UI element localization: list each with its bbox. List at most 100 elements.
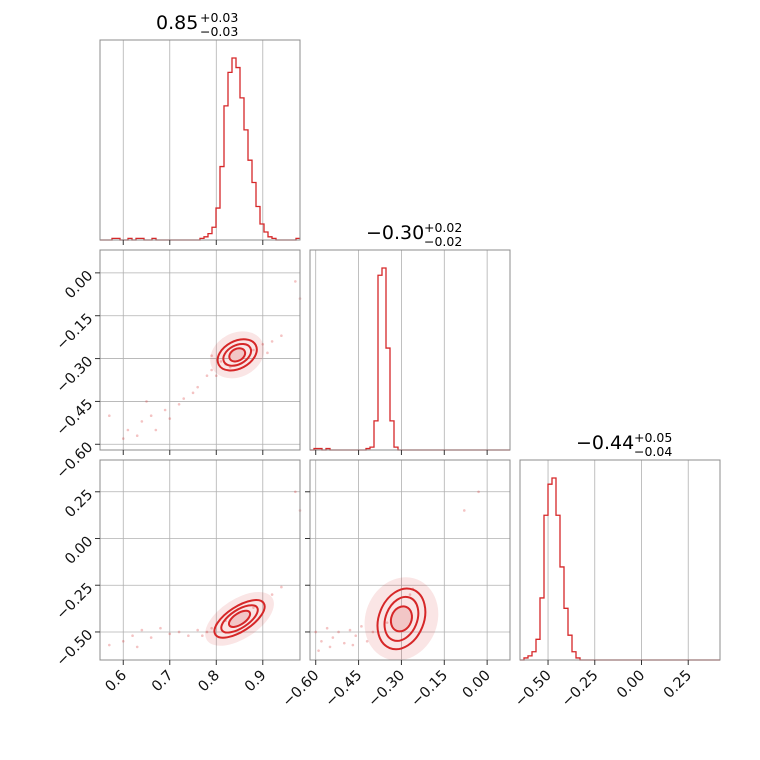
scatter-point-2-19 xyxy=(351,643,355,647)
scatter-point-2-7 xyxy=(354,634,358,638)
contour-2-2 xyxy=(389,605,413,633)
contour-1-1 xyxy=(220,604,259,634)
hist-panel-1: −0.30 +0.02−0.02 xyxy=(309,220,511,455)
scatter-point-1-23 xyxy=(201,634,204,638)
scatter-point-2-18 xyxy=(328,645,332,649)
y-tick-label-1-1: 0.00 xyxy=(62,534,96,568)
scatter-point-2-13 xyxy=(408,593,412,596)
scatter-point-1-10 xyxy=(210,626,213,630)
x-tick-label-0-0: 0.6 xyxy=(102,668,130,696)
scatter-point-1-4 xyxy=(159,626,162,630)
scatter-point-0-0 xyxy=(121,437,125,440)
scatter-point-0-27 xyxy=(266,351,269,355)
y-tick-label-1-0: 0.25 xyxy=(62,487,96,521)
scatter-point-0-6 xyxy=(163,408,167,412)
scatter-point-1-2 xyxy=(140,628,144,632)
scatter-point-0-2 xyxy=(135,434,139,438)
x-tick-label-1-0: −0.60 xyxy=(280,668,323,711)
title-minus-0: −0.03 xyxy=(200,24,238,39)
hist-step-1 xyxy=(310,267,510,451)
scatter-point-1-18 xyxy=(280,585,283,589)
scatter-point-0-28 xyxy=(108,414,111,418)
scatter-point-2-10 xyxy=(371,630,375,634)
scatter-point-0-13 xyxy=(210,368,213,372)
scatter-point-1-22 xyxy=(135,645,139,649)
scatter-point-1-9 xyxy=(205,630,209,634)
y-tick-label-0-1: −0.15 xyxy=(54,311,97,354)
hist-title-0: 0.85 xyxy=(156,12,198,34)
hist-frame-1 xyxy=(309,249,511,451)
hist-frame-0 xyxy=(99,39,301,241)
scatter-point-0-12 xyxy=(205,374,209,378)
scatter-point-2-2 xyxy=(325,626,329,630)
scatter-point-0-21 xyxy=(261,342,265,346)
title-value-0: 0.85 xyxy=(156,12,198,34)
scatter-point-2-11 xyxy=(385,621,389,624)
scatter-point-0-26 xyxy=(210,354,213,358)
scatter-point-1-5 xyxy=(168,632,172,636)
title-plus-2: +0.05 xyxy=(634,430,672,445)
scatter-point-0-3 xyxy=(140,420,144,423)
x-tick-label-0-2: 0.8 xyxy=(195,668,223,696)
scatter-point-0-23 xyxy=(280,334,283,338)
hist-step-2 xyxy=(520,477,720,661)
scatter-point-2-3 xyxy=(331,636,335,639)
scatter-point-0-15 xyxy=(219,360,223,363)
scatter-point-2-4 xyxy=(337,630,340,634)
pair-panel-2 xyxy=(305,459,511,665)
scatter-point-0-20 xyxy=(252,348,255,352)
y-tick-label-0-3: −0.45 xyxy=(54,396,97,439)
scatter-point-1-17 xyxy=(270,593,274,596)
x-tick-label-0-3: 0.9 xyxy=(242,668,270,696)
x-tick-label-0-1: 0.7 xyxy=(149,668,177,696)
scatter-point-0-29 xyxy=(145,400,148,403)
hist-frame-2 xyxy=(519,459,721,661)
y-tick-label-0-2: −0.30 xyxy=(54,354,97,397)
scatter-point-0-24 xyxy=(294,280,297,283)
title-plus-0: +0.03 xyxy=(200,10,238,25)
scatter-point-2-8 xyxy=(360,625,363,628)
contour-1-0 xyxy=(213,599,266,639)
pair-panel-0: 0.00 −0.15−0.30−0.45−0.60 xyxy=(54,249,302,482)
x-tick-label-2-0: −0.50 xyxy=(512,668,555,711)
scatter-point-1-15 xyxy=(252,606,255,609)
scatter-point-0-8 xyxy=(177,402,181,406)
title-value-2: −0.44 xyxy=(576,432,634,454)
y-tick-label-1-2: −0.25 xyxy=(54,580,97,623)
scatter-point-1-3 xyxy=(149,636,153,639)
scatter-point-1-6 xyxy=(177,630,181,634)
scatter-point-1-8 xyxy=(196,628,199,632)
scatter-point-2-9 xyxy=(365,640,369,643)
x-tick-label-2-2: 0.00 xyxy=(614,668,648,702)
scatter-point-1-19 xyxy=(294,490,297,494)
y-tick-label-1-3: −0.50 xyxy=(54,627,97,670)
title-minus-1: −0.02 xyxy=(424,234,462,249)
x-tick-label-1-4: 0.00 xyxy=(460,668,494,702)
pair-frame-1 xyxy=(99,459,301,661)
scatter-point-0-10 xyxy=(191,391,195,395)
hist-title-2: −0.44 xyxy=(576,432,634,454)
contour-2-1 xyxy=(383,595,420,642)
scatter-point-0-5 xyxy=(154,428,158,432)
hist-step-0 xyxy=(100,57,300,241)
y-tick-label-0-0: 0.00 xyxy=(62,268,96,302)
pair-frame-0 xyxy=(99,249,301,451)
contour-0-0 xyxy=(216,338,258,372)
scatter-point-0-14 xyxy=(214,374,218,378)
title-value-1: −0.30 xyxy=(366,222,424,244)
title-minus-2: −0.04 xyxy=(634,444,672,459)
contour-0-1 xyxy=(222,342,253,367)
scatter-point-1-21 xyxy=(108,643,111,647)
scatter-point-1-0 xyxy=(121,640,125,643)
contour-2-0 xyxy=(376,587,427,651)
x-tick-label-2-1: −0.25 xyxy=(559,668,602,711)
scatter-point-2-16 xyxy=(462,509,466,512)
scatter-point-0-11 xyxy=(196,385,199,389)
contour-0-2 xyxy=(228,347,247,363)
hist-title-1: −0.30 xyxy=(366,222,424,244)
scatter-point-2-17 xyxy=(317,649,320,652)
scatter-point-0-7 xyxy=(168,417,172,420)
scatter-point-2-6 xyxy=(348,628,352,632)
scatter-point-0-1 xyxy=(126,428,130,432)
